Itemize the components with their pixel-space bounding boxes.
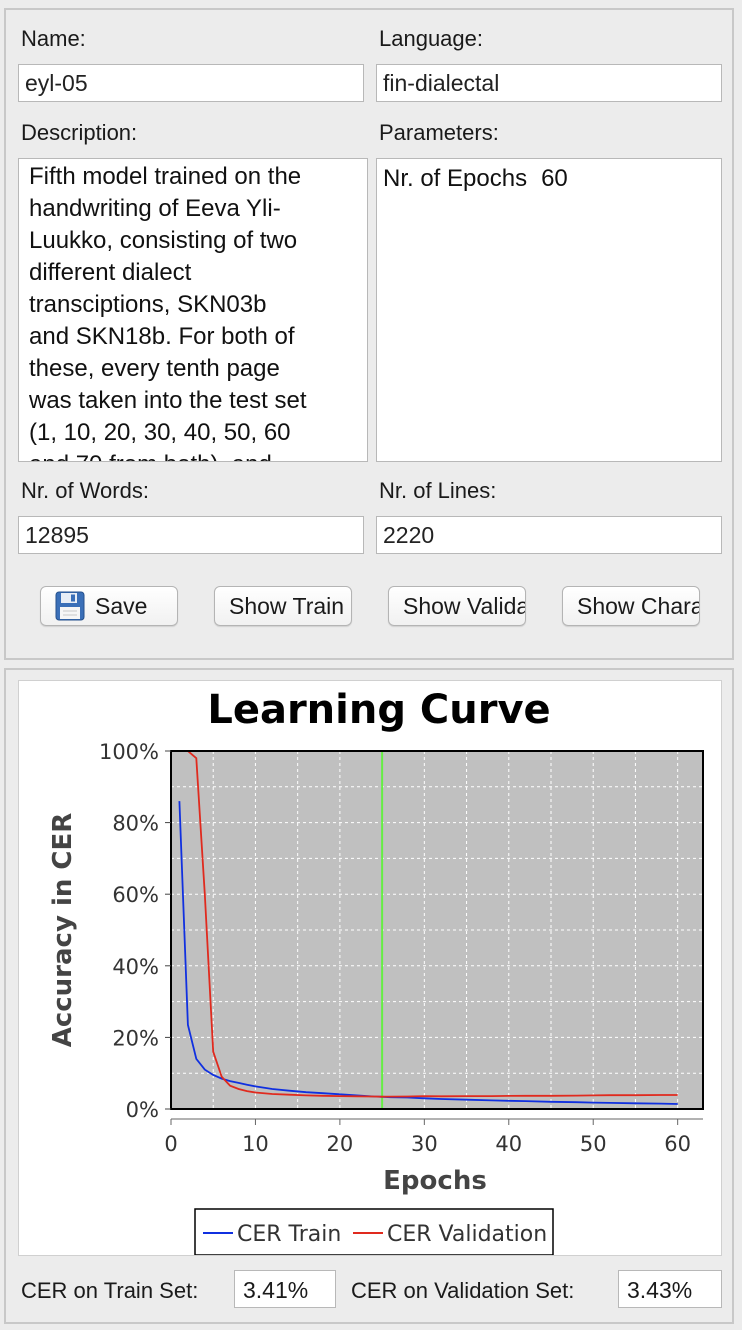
description-textarea[interactable]: Fifth model trained on the handwriting of…: [18, 158, 368, 462]
name-field[interactable]: eyl-05: [18, 64, 364, 102]
show-validation-set-button[interactable]: Show Validation Set: [388, 586, 526, 626]
parameters-label: Parameters:: [379, 120, 499, 145]
floppy-disk-icon: [55, 591, 85, 621]
words-field[interactable]: 12895: [18, 516, 364, 554]
language-field[interactable]: fin-dialectal: [376, 64, 722, 102]
x-tick-label: 30: [411, 1132, 438, 1156]
x-tick-label: 20: [327, 1132, 354, 1156]
y-tick-label: 100%: [99, 740, 159, 764]
x-tick-label: 0: [164, 1132, 177, 1156]
lines-field[interactable]: 2220: [376, 516, 722, 554]
cer-train-label: CER on Train Set:: [21, 1278, 199, 1303]
y-axis-label: Accuracy in CER: [48, 813, 78, 1048]
description-line: and 70 from both), and: [29, 449, 357, 461]
y-tick-label: 80%: [112, 812, 159, 836]
legend-label: CER Train: [237, 1222, 341, 1247]
description-line: Fifth model trained on the: [29, 163, 302, 190]
name-label: Name:: [21, 26, 86, 51]
legend-label: CER Validation: [387, 1222, 547, 1247]
show-character-set-button[interactable]: Show Character Set: [562, 586, 700, 626]
parameter-value: 60: [541, 165, 568, 192]
language-label: Language:: [379, 26, 483, 51]
lines-label: Nr. of Lines:: [379, 478, 497, 503]
description-line: transciptions, SKN03b: [29, 291, 267, 318]
y-tick-label: 20%: [112, 1026, 159, 1050]
learning-curve-panel: Learning Curve 0% 20% 40% 60% 80% 100% 0 10 20 30 4…: [4, 668, 734, 1324]
description-line: different dialect: [29, 259, 192, 286]
cer-train-value: 3.41%: [234, 1270, 336, 1308]
parameter-key: Nr. of Epochs: [383, 165, 528, 192]
x-tick-label: 10: [242, 1132, 269, 1156]
model-details-panel: Name: eyl-05 Language: fin-dialectal Des…: [4, 8, 734, 660]
plot-border: [170, 750, 704, 1110]
x-tick-label: 50: [580, 1132, 607, 1156]
cer-validation-value: 3.43%: [618, 1270, 722, 1308]
chart-area: Learning Curve 0% 20% 40% 60% 80% 100% 0 10 20 30 4…: [18, 680, 722, 1256]
description-line: and SKN18b. For both of: [29, 323, 295, 350]
parameter-row: Nr. of Epochs 60: [383, 163, 715, 195]
description-line: these, every tenth page: [29, 355, 280, 382]
description-line: (1, 10, 20, 30, 40, 50, 60: [29, 419, 291, 446]
description-label: Description:: [21, 120, 138, 145]
save-button[interactable]: Save: [40, 586, 178, 626]
cer-validation-label: CER on Validation Set:: [351, 1278, 575, 1303]
y-tick-label: 40%: [112, 955, 159, 979]
words-label: Nr. of Words:: [21, 478, 149, 503]
x-axis-label: Epochs: [383, 1166, 487, 1196]
x-tick-label: 40: [495, 1132, 522, 1156]
description-line: was taken into the test set: [29, 387, 307, 414]
learning-curve-chart: Learning Curve 0% 20% 40% 60% 80% 100% 0 10 20 30 4…: [48, 687, 704, 1256]
y-tick-label: 60%: [112, 883, 159, 907]
description-line: handwriting of Eeva Yli-: [29, 195, 281, 222]
y-tick-label: 0%: [126, 1098, 159, 1122]
parameters-table[interactable]: Nr. of Epochs 60: [376, 158, 722, 462]
x-tick-label: 60: [664, 1132, 691, 1156]
series-line-cer-validation: [186, 751, 678, 1098]
description-line: Luukko, consisting of two: [29, 227, 298, 254]
chart-title: Learning Curve: [207, 687, 550, 733]
show-train-set-button[interactable]: Show Train Set: [214, 586, 352, 626]
